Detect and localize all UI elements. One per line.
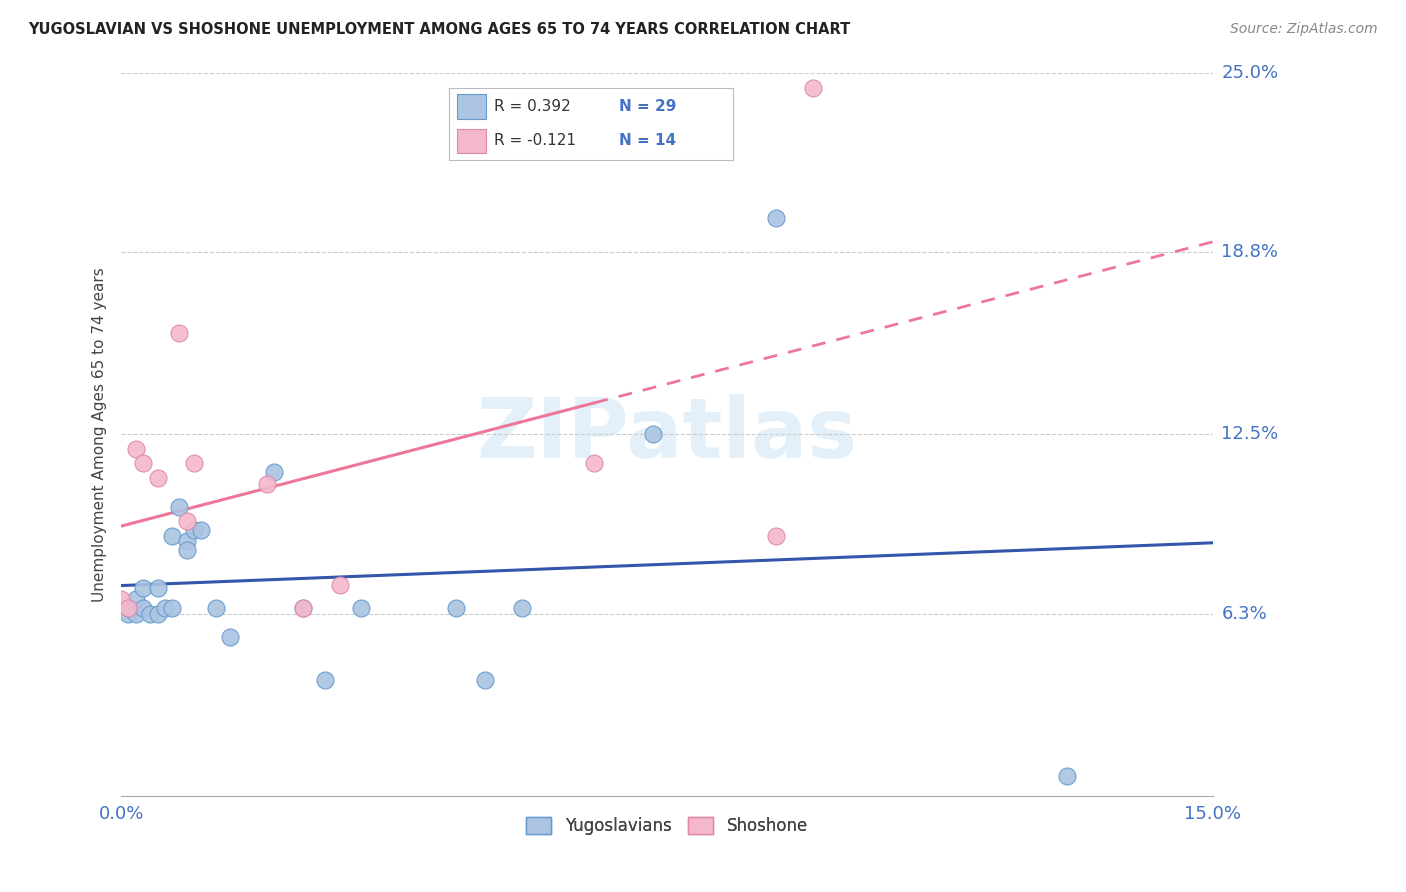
Point xyxy=(1056,768,1078,782)
Point xyxy=(132,581,155,595)
Point xyxy=(117,600,139,615)
Text: ZIPatlas: ZIPatlas xyxy=(477,394,858,475)
Point xyxy=(583,456,606,470)
Point xyxy=(146,581,169,595)
Text: Source: ZipAtlas.com: Source: ZipAtlas.com xyxy=(1230,22,1378,37)
Y-axis label: Unemployment Among Ages 65 to 74 years: Unemployment Among Ages 65 to 74 years xyxy=(93,267,107,602)
Point xyxy=(641,427,664,442)
Point xyxy=(510,600,533,615)
Point xyxy=(190,523,212,537)
Point xyxy=(132,600,155,615)
Text: 6.3%: 6.3% xyxy=(1222,605,1267,623)
Point xyxy=(801,80,824,95)
Point xyxy=(146,607,169,621)
Point xyxy=(765,528,787,542)
Point xyxy=(314,673,336,687)
Point xyxy=(132,456,155,470)
Point xyxy=(474,673,496,687)
Point xyxy=(125,442,148,456)
Point xyxy=(263,465,285,479)
Point xyxy=(205,600,228,615)
Point xyxy=(292,600,315,615)
Point xyxy=(183,456,205,470)
Point xyxy=(169,326,191,341)
Point xyxy=(183,523,205,537)
Point xyxy=(176,543,198,558)
Point xyxy=(146,471,169,485)
Point xyxy=(169,500,191,514)
Point xyxy=(153,600,176,615)
Point xyxy=(139,607,162,621)
Point xyxy=(117,607,139,621)
Point xyxy=(176,514,198,528)
Point xyxy=(176,534,198,549)
Point xyxy=(117,600,139,615)
Point xyxy=(160,600,183,615)
Point xyxy=(125,607,148,621)
Text: 18.8%: 18.8% xyxy=(1222,244,1278,261)
Text: 25.0%: 25.0% xyxy=(1222,64,1278,82)
Text: 12.5%: 12.5% xyxy=(1222,425,1278,443)
Point xyxy=(292,600,315,615)
Point xyxy=(350,600,373,615)
Point xyxy=(765,211,787,225)
Text: YUGOSLAVIAN VS SHOSHONE UNEMPLOYMENT AMONG AGES 65 TO 74 YEARS CORRELATION CHART: YUGOSLAVIAN VS SHOSHONE UNEMPLOYMENT AMO… xyxy=(28,22,851,37)
Point xyxy=(160,528,183,542)
Point xyxy=(329,578,352,592)
Point xyxy=(125,592,148,607)
Point xyxy=(256,476,278,491)
Point xyxy=(444,600,467,615)
Point xyxy=(110,592,132,607)
Point xyxy=(219,630,242,644)
Legend: Yugoslavians, Shoshone: Yugoslavians, Shoshone xyxy=(520,810,814,842)
